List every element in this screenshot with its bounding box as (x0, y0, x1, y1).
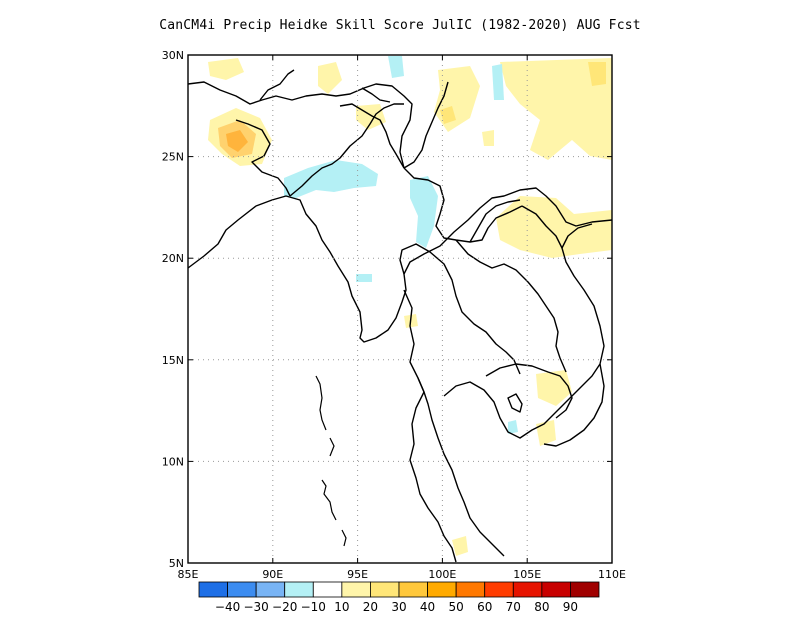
colorbar-label: −30 (243, 600, 268, 614)
positive-area-small3 (452, 536, 468, 556)
border-china-south (403, 81, 449, 169)
coastline-vietnam-south (543, 363, 605, 447)
negative-area-north (388, 56, 404, 78)
y-tick-label: 10N (162, 455, 184, 468)
colorbar-swatch (484, 581, 514, 598)
negative-area-central (284, 160, 378, 198)
colorbar-swatch (427, 581, 457, 598)
islands (315, 375, 347, 547)
colorbar-label: 90 (563, 600, 578, 614)
colorbar-swatch (198, 581, 228, 598)
colorbar-swatch (455, 581, 486, 598)
skill-shading (208, 56, 612, 556)
border-cambodia (485, 363, 573, 419)
colorbar-label: 30 (391, 600, 406, 614)
border-myanmar-north (361, 87, 391, 103)
colorbar-swatch (512, 581, 543, 598)
strong-positive-west-core (226, 130, 248, 152)
x-tick-label: 85E (178, 568, 199, 581)
colorbar-swatch (570, 581, 600, 598)
colorbar-label: −20 (272, 600, 297, 614)
coastline-gulf-thailand (443, 223, 605, 439)
colorbar-swatch (341, 581, 371, 598)
chart-title: CanCM4i Precip Heidke Skill Score JulIC … (159, 18, 641, 33)
colorbar-label: −10 (301, 600, 326, 614)
strong-positive-ne2 (440, 106, 456, 124)
positive-area-north (318, 62, 342, 94)
negative-area-small (356, 274, 372, 282)
y-tick-label: 5N (169, 557, 184, 570)
border-laos-north (469, 199, 521, 243)
andaman-islands (315, 375, 327, 431)
andaman-islands-south (329, 437, 335, 457)
colorbar-swatch (284, 581, 314, 598)
x-tick-label: 105E (513, 568, 541, 581)
colorbar-swatch (541, 581, 571, 598)
border-myanmar-west (289, 103, 404, 197)
border-laos (455, 239, 567, 373)
negative-area-central2 (410, 176, 438, 248)
border-bangladesh (235, 119, 291, 197)
island-small (341, 529, 347, 547)
colorbar-swatch (312, 581, 343, 598)
positive-area-southeast (536, 420, 556, 446)
colorbar: −40 −30 −20 −10 10 20 30 40 50 60 70 80 90 (198, 581, 600, 614)
border-india-china (187, 81, 413, 169)
x-tick-label: 110E (598, 568, 626, 581)
lake-tonle-sap (507, 393, 523, 413)
grid-lines (188, 55, 612, 563)
colorbar-swatch (255, 581, 286, 598)
nicobar-islands (321, 479, 337, 521)
coastline-malay-peninsula (403, 289, 505, 557)
strong-positive-ne (588, 62, 606, 86)
map-frame (187, 54, 613, 564)
border-north (259, 69, 295, 101)
coastlines-borders (187, 69, 613, 563)
x-tick-label: 90E (262, 568, 283, 581)
positive-area-ne2 (500, 58, 612, 160)
colorbar-label: 60 (477, 600, 492, 614)
coastline-malay-west (409, 377, 457, 563)
positive-area-ne3 (496, 196, 612, 258)
colorbar-label: 80 (534, 600, 549, 614)
coastline-bay-of-bengal (187, 187, 613, 343)
y-tick-label: 20N (162, 252, 184, 265)
border-vietnam-north (521, 205, 563, 249)
positive-area-small2 (482, 130, 494, 146)
x-tick-label: 100E (428, 568, 456, 581)
positive-area-nw (208, 58, 244, 80)
border-thailand (399, 243, 521, 375)
axes: 85E 90E 95E 100E 105E 110E 5N 10N 15N 20N 25N 30N (162, 49, 626, 581)
colorbar-swatch (398, 581, 428, 598)
border-myanmar-east (403, 167, 523, 243)
colorbar-label: 70 (506, 600, 521, 614)
colorbar-label: 40 (420, 600, 435, 614)
colorbar-swatch (370, 581, 400, 598)
y-tick-label: 25N (162, 151, 184, 164)
colorbar-label: 50 (449, 600, 464, 614)
colorbar-label: −40 (215, 600, 240, 614)
colorbar-label: 20 (363, 600, 378, 614)
colorbar-swatch (227, 581, 257, 598)
y-tick-label: 30N (162, 49, 184, 62)
y-tick-label: 15N (162, 354, 184, 367)
negative-area-ne (492, 64, 504, 100)
negative-area-south (508, 420, 518, 434)
x-tick-label: 95E (347, 568, 368, 581)
colorbar-label: 10 (334, 600, 349, 614)
border-india-northeast (339, 103, 405, 169)
